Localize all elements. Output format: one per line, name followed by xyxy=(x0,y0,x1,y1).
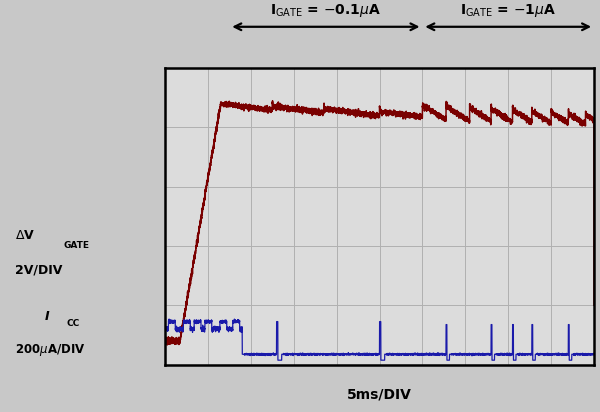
Text: 5ms/DIV: 5ms/DIV xyxy=(347,388,412,402)
Text: 200$\mu$A/DIV: 200$\mu$A/DIV xyxy=(15,342,86,358)
Text: I: I xyxy=(45,311,50,323)
Text: $\Delta$V: $\Delta$V xyxy=(15,229,35,242)
Text: CC: CC xyxy=(66,318,79,328)
Text: 2V/DIV: 2V/DIV xyxy=(15,264,62,277)
Text: I$_{\mathsf{GATE}}$ = $-$1$\mu$A: I$_{\mathsf{GATE}}$ = $-$1$\mu$A xyxy=(460,2,556,19)
Text: GATE: GATE xyxy=(63,241,89,250)
Text: I$_{\mathsf{GATE}}$ = $-$0.1$\mu$A: I$_{\mathsf{GATE}}$ = $-$0.1$\mu$A xyxy=(271,2,382,19)
